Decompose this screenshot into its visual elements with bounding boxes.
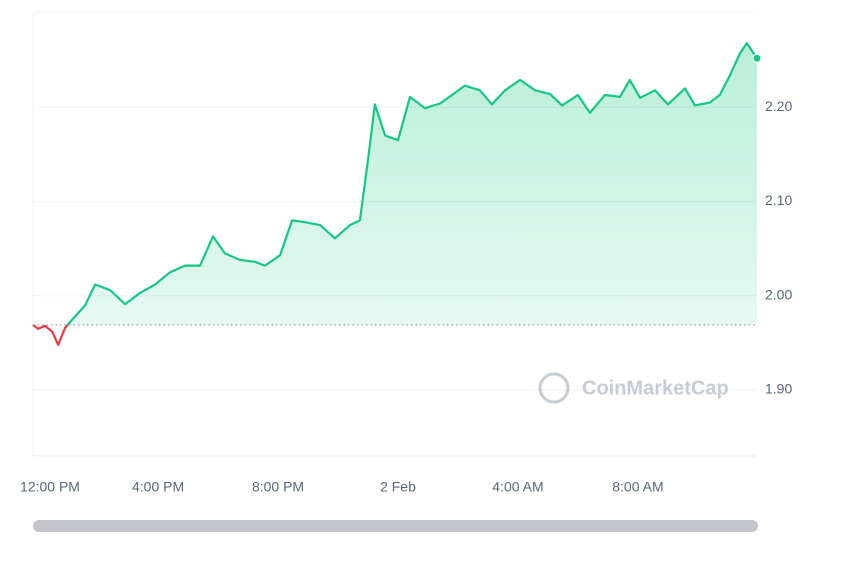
y-tick-label: 1.90 (765, 381, 792, 397)
price-area (67, 43, 757, 325)
x-tick-label: 4:00 PM (132, 479, 184, 495)
y-tick-label: 2.10 (765, 192, 792, 208)
x-tick-label: 12:00 PM (20, 479, 80, 495)
x-tick-label: 4:00 AM (492, 479, 543, 495)
x-tick-label: 2 Feb (380, 479, 416, 495)
plot: 1.90 2.00 2.10 2.20 12:00 PM 4:00 PM 8:00 PM 2 … (20, 12, 792, 495)
scrollbar[interactable] (33, 520, 758, 532)
x-tick-label: 8:00 PM (252, 479, 304, 495)
last-point (752, 53, 762, 63)
price-line (33, 42, 758, 325)
y-tick-label: 2.20 (765, 98, 792, 114)
x-tick-label: 8:00 AM (612, 479, 663, 495)
watermark: CoinMarketCap (582, 377, 729, 399)
watermark-logo (538, 372, 570, 404)
y-tick-label: 2.00 (765, 286, 792, 302)
